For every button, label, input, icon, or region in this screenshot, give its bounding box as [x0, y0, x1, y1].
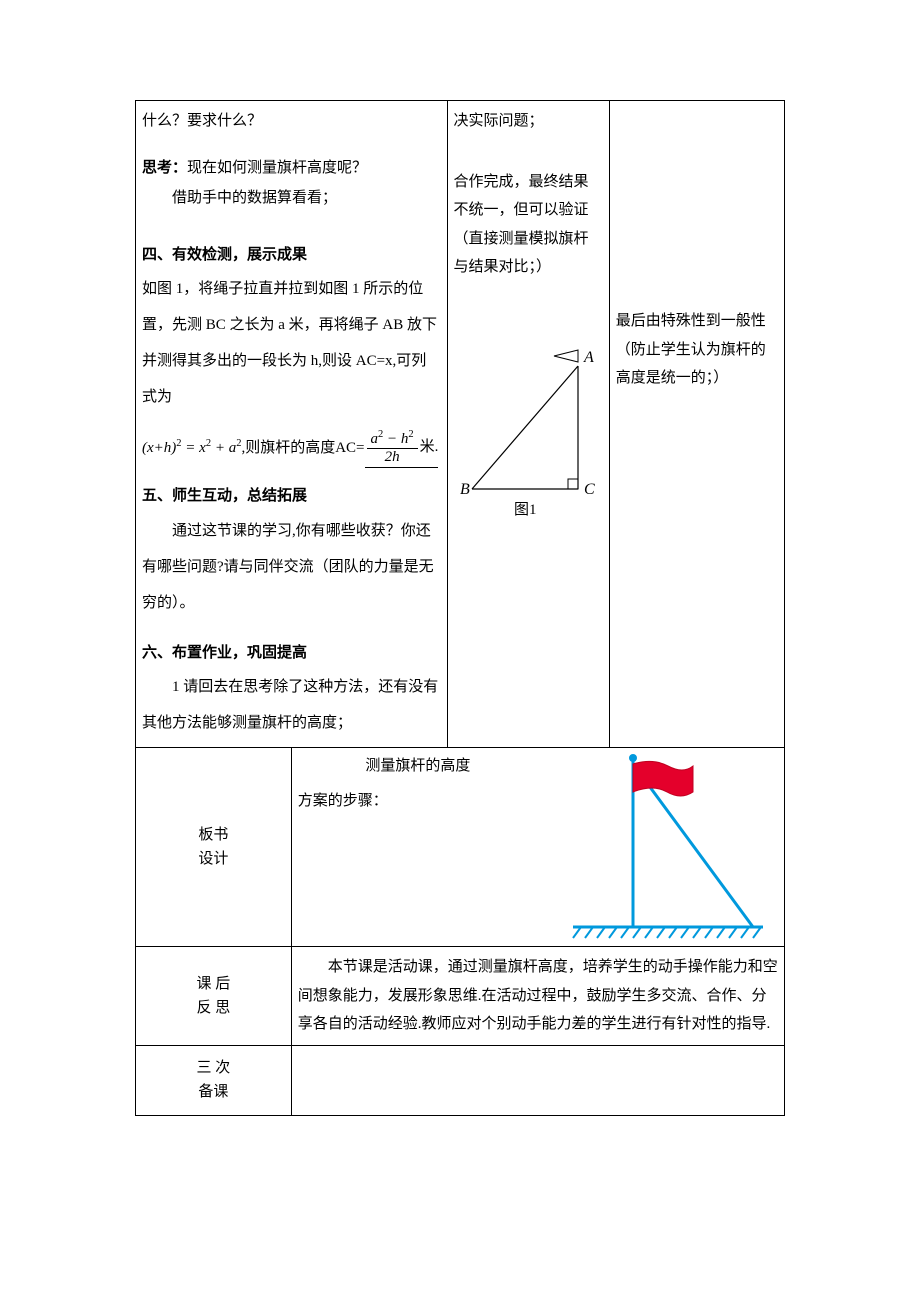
prep3-content — [291, 1045, 784, 1115]
fraction: a2 − h2 2h — [367, 429, 418, 465]
sec4-title: 四、有效检测，展示成果 — [142, 241, 441, 270]
sec4-p1: 如图 1，将绳子拉直并拉到如图 1 所示的位置，先测 BC 之长为 a 米，再将… — [142, 271, 441, 415]
q1-text: 什么？要求什么？ — [142, 107, 441, 136]
board-content: 测量旗杆的高度 方案的步骤： — [291, 748, 784, 947]
formula-tail: 米. — [420, 433, 439, 462]
formula-mid: ,则旗杆的高度AC= — [241, 434, 364, 463]
fig-caption: 图1 — [514, 501, 537, 518]
row-main: 什么？要求什么？ 思考：现在如何测量旗杆高度呢？ 借助手中的数据算看看； 四、有… — [136, 101, 785, 748]
think-label: 思考： — [142, 160, 187, 176]
label-reflect: 课 后 反 思 — [136, 947, 292, 1046]
sec5-title: 五、师生互动，总结拓展 — [142, 482, 441, 511]
geometry-figure: A B C 图1 — [454, 344, 604, 519]
frac-den: 2h — [381, 449, 404, 466]
reflect-text: 本节课是活动课，通过测量旗杆高度，培养学生的动手操作能力和空间想象能力，发展形象… — [298, 953, 778, 1039]
board-title: 测量旗杆的高度 — [298, 752, 538, 781]
reflect-content: 本节课是活动课，通过测量旗杆高度，培养学生的动手操作能力和空间想象能力，发展形象… — [291, 947, 784, 1046]
label-c: C — [584, 481, 595, 498]
formula: (x+h)2 = x2 + a2,则旗杆的高度AC= a2 − h2 2h 米. — [142, 429, 441, 468]
sec6-p1: 1 请回去在思考除了这种方法，还有没有其他方法能够测量旗杆的高度； — [142, 669, 441, 741]
think-rest: 现在如何测量旗杆高度呢？ — [187, 160, 367, 176]
label-a: A — [583, 349, 594, 366]
col-c-main: 最后由特殊性到一般性（防止学生认为旗杆的高度是统一的；） — [609, 101, 784, 748]
label-board-text: 板书 设计 — [198, 827, 228, 867]
label-prep3: 三 次 备课 — [136, 1045, 292, 1115]
label-b: B — [460, 481, 470, 498]
row-reflect: 课 后 反 思 本节课是活动课，通过测量旗杆高度，培养学生的动手操作能力和空间想… — [136, 947, 785, 1046]
colb-p2: 合作完成，最终结果不统一，但可以验证（直接测量模拟旗杆与结果对比；） — [454, 168, 603, 282]
row-board: 板书 设计 测量旗杆的高度 方案的步骤： — [136, 748, 785, 947]
colb-p1: 决实际问题； — [454, 107, 603, 136]
sec6-title: 六、布置作业，巩固提高 — [142, 639, 441, 668]
col-a-main: 什么？要求什么？ 思考：现在如何测量旗杆高度呢？ 借助手中的数据算看看； 四、有… — [136, 101, 448, 748]
think-block: 思考：现在如何测量旗杆高度呢？ — [142, 154, 441, 183]
col-b-main: 决实际问题； 合作完成，最终结果不统一，但可以验证（直接测量模拟旗杆与结果对比；… — [447, 101, 609, 748]
sec5-p1: 通过这节课的学习,你有哪些收获？你还有哪些问题?请与同伴交流（团队的力量是无穷的… — [142, 513, 441, 621]
think-line2: 借助手中的数据算看看； — [142, 184, 441, 213]
board-steps: 方案的步骤： — [298, 787, 538, 816]
label-board: 板书 设计 — [136, 748, 292, 947]
lesson-plan-table: 什么？要求什么？ 思考：现在如何测量旗杆高度呢？ 借助手中的数据算看看； 四、有… — [135, 100, 785, 1116]
row-prep3: 三 次 备课 — [136, 1045, 785, 1115]
label-reflect-text: 课 后 反 思 — [196, 976, 230, 1016]
colc-p1: 最后由特殊性到一般性（防止学生认为旗杆的高度是统一的；） — [616, 307, 778, 393]
label-prep3-text: 三 次 备课 — [196, 1060, 230, 1100]
flag-diagram — [553, 752, 773, 942]
